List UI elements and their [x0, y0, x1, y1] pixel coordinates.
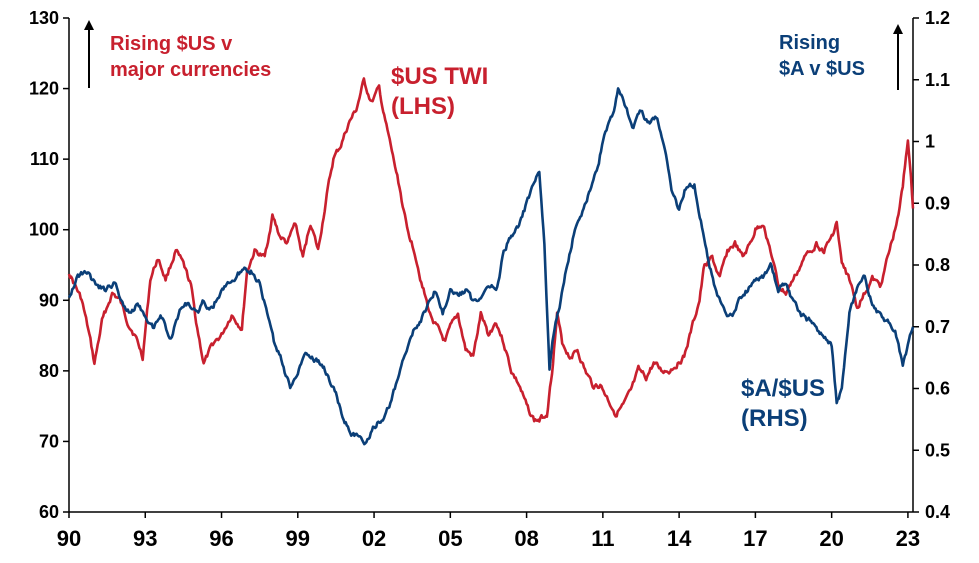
y-left-tick-label: 80	[39, 361, 59, 381]
series-line-aud-usd	[67, 87, 915, 446]
y-left-tick-label: 70	[39, 431, 59, 451]
x-tick-label: 93	[133, 526, 157, 551]
aud-series-label-line1: $A/$US	[741, 375, 825, 402]
aud-series-label-line2: (RHS)	[741, 405, 808, 432]
y-left-tick-label: 120	[29, 79, 59, 99]
x-tick-label: 05	[438, 526, 462, 551]
x-tick-label: 08	[514, 526, 538, 551]
x-tick-label: 90	[57, 526, 81, 551]
y-right-tick-label: 0.5	[925, 440, 950, 460]
up-arrow-left-icon	[84, 20, 94, 88]
y-right-tick-label: 0.8	[925, 255, 950, 275]
y-left-tick-label: 110	[30, 149, 59, 169]
twi-series-label-line1: $US TWI	[391, 63, 488, 90]
x-tick-label: 11	[591, 526, 614, 551]
x-tick-label: 96	[209, 526, 233, 551]
y-right-tick-label: 1	[925, 132, 935, 152]
twi-series-label-line2: (LHS)	[391, 93, 455, 120]
x-tick-label: 02	[362, 526, 386, 551]
x-tick-label: 23	[896, 526, 920, 551]
y-right-tick-label: 1.2	[925, 8, 950, 28]
y-left-tick-label: 100	[29, 220, 59, 240]
x-tick-label: 14	[667, 526, 692, 551]
series-line-us-twi	[67, 77, 915, 423]
x-tick-label: 17	[743, 526, 767, 551]
left-note-line2: major currencies	[110, 59, 271, 81]
y-right-tick-label: 1.1	[925, 70, 950, 90]
right-note-line2: $A v $US	[779, 58, 865, 80]
right-note-line1: Rising	[779, 32, 840, 54]
y-right-tick-label: 0.6	[925, 379, 950, 399]
y-left-tick-label: 60	[39, 502, 59, 522]
y-left-tick-label: 90	[39, 290, 59, 310]
x-tick-label: 99	[286, 526, 310, 551]
y-right-tick-label: 0.7	[925, 317, 950, 337]
y-right-tick-label: 0.9	[925, 193, 950, 213]
x-tick-label: 20	[819, 526, 843, 551]
y-left-axis: 60 70 80 90 100 110 120 130	[29, 8, 69, 522]
y-left-tick-label: 130	[29, 8, 59, 28]
y-right-axis: 0.4 0.5 0.6 0.7 0.8 0.9 1 1.1 1.2	[913, 8, 950, 522]
x-axis: 90 93 96 99 02 05 08 11 14 17 20 23	[57, 512, 920, 551]
left-note-line1: Rising $US v	[110, 33, 233, 55]
up-arrow-right-icon	[893, 24, 903, 90]
y-right-tick-label: 0.4	[925, 502, 950, 522]
